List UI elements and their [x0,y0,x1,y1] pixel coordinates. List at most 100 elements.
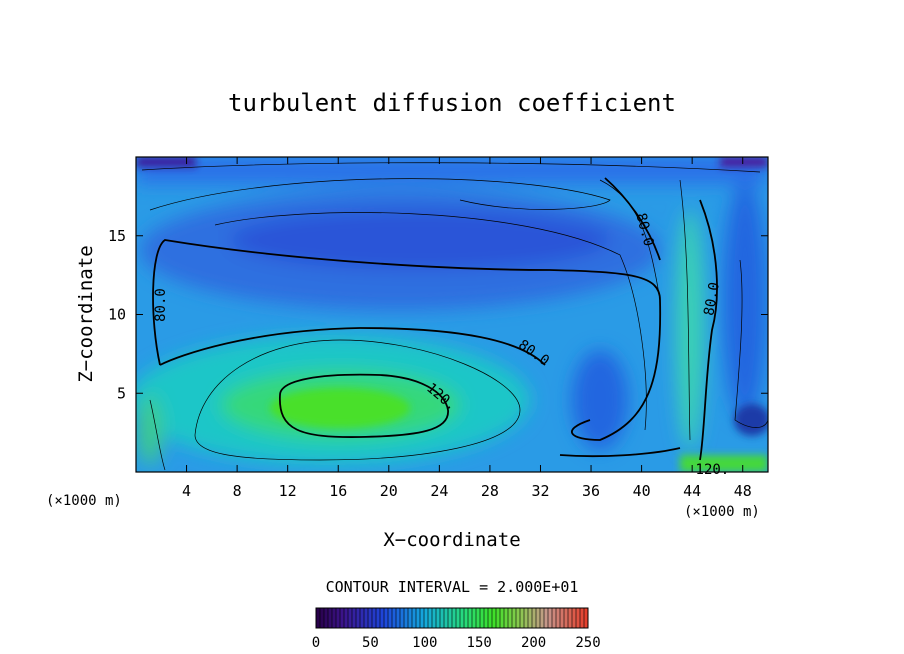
field-right-lower-cell [572,350,628,450]
field-right-lower-min [734,404,768,436]
x-tick-label: 8 [233,482,242,500]
field-top-right-min [720,157,768,167]
colorbar-cell [352,608,357,628]
colorbar-cell [428,608,433,628]
colorbar-cell [548,608,553,628]
contour-line [599,179,661,301]
field-right-edge [723,180,767,420]
contour-line-80 [604,177,661,261]
colorbar-cell [556,608,561,628]
contour-line-80 [699,199,718,461]
x-tick-label: 32 [531,482,549,500]
colorbar-cell [432,608,437,628]
colorbar-cell [420,608,425,628]
colorbar-cell [524,608,529,628]
colorbar-cells [315,608,589,628]
field-left-corner [138,395,162,465]
contour-line [149,399,166,471]
colorbar-cell [400,608,405,628]
colorbar-cell [464,608,469,628]
colorbar-cell [520,608,525,628]
colorbar-cell [568,608,573,628]
colorbar-tick-label: 150 [467,635,492,651]
colorbar-cell [560,608,565,628]
colorbar-cell [496,608,501,628]
colorbar-cell [424,608,429,628]
colorbar-cell [436,608,441,628]
chart-title: turbulent diffusion coefficient [228,89,676,117]
x-tick-label: 12 [279,482,297,500]
colorbar-cell [532,608,537,628]
colorbar-cell [336,608,341,628]
colorbar-cell [392,608,397,628]
contour-line [141,162,761,173]
colorbar-cell [572,608,577,628]
y-tick-label: 10 [108,306,126,324]
colorbar-cell [488,608,493,628]
colorbar-cell [372,608,377,628]
contour-line-120 [279,373,449,438]
colorbar-tick-label: 250 [575,635,600,651]
contour-line-80 [152,239,662,441]
colorbar-cell [484,608,489,628]
x-origin-unit-label: (×1000 m) [46,493,122,509]
colorbar-ticks: 0 50 100 150 200 250 [312,635,601,651]
x-axis-title: X−coordinate [383,529,520,551]
field-plume [676,210,704,450]
x-tick-label: 4 [182,482,191,500]
contour-interval-label: CONTOUR INTERVAL = 2.000E+01 [326,578,579,596]
field-bottom-strip [680,455,768,472]
colorbar-cell [388,608,393,628]
colorbar-cell [412,608,417,628]
colorbar-tick-label: 200 [521,635,546,651]
colorbar-cell [564,608,569,628]
contour-line [734,259,768,428]
contour-label: 80.0 [701,281,723,317]
field-top-band [136,157,768,183]
colorbar-cell [332,608,337,628]
y-tick-label: 5 [117,384,126,402]
colorbar-cell [368,608,373,628]
colorbar-frame [315,607,589,629]
contour-line [149,178,611,211]
colorbar-cell [408,608,413,628]
colorbar-cell [364,608,369,628]
colorbar-cell [508,608,513,628]
colorbar-cell [504,608,509,628]
colorbar-cell [440,608,445,628]
colorbar-cell [476,608,481,628]
colorbar-cell [516,608,521,628]
colorbar-cell [356,608,361,628]
colorbar-cell [512,608,517,628]
x-tick-label: 40 [633,482,651,500]
colorbar-cell [384,608,389,628]
colorbar-cell [576,608,581,628]
colorbar-cell [500,608,505,628]
contour-label: 120. [696,462,730,478]
colorbar-cell [468,608,473,628]
colorbar-cell [492,608,497,628]
colorbar-cell [340,608,345,628]
colorbar-cell [528,608,533,628]
colorbar: 0 50 100 150 200 250 [312,607,601,651]
colorbar-cell [552,608,557,628]
colorbar-cell [396,608,401,628]
colorbar-cell [348,608,353,628]
contour-line-120 [559,447,681,458]
contour-field [136,157,768,472]
colorbar-cell [536,608,541,628]
colorbar-cell [320,608,325,628]
x-tick-label: 48 [734,482,752,500]
colorbar-cell [344,608,349,628]
colorbar-cell [540,608,545,628]
field-max-core [270,388,410,428]
x-axis-unit-label: (×1000 m) [684,504,760,520]
colorbar-tick-label: 0 [312,635,320,651]
y-axis-title: Z−coordinate [75,245,97,382]
colorbar-cell [324,608,329,628]
y-tick-label: 15 [108,227,126,245]
colorbar-tick-label: 100 [412,635,437,651]
field-upper-core [230,210,610,270]
colorbar-cell [380,608,385,628]
